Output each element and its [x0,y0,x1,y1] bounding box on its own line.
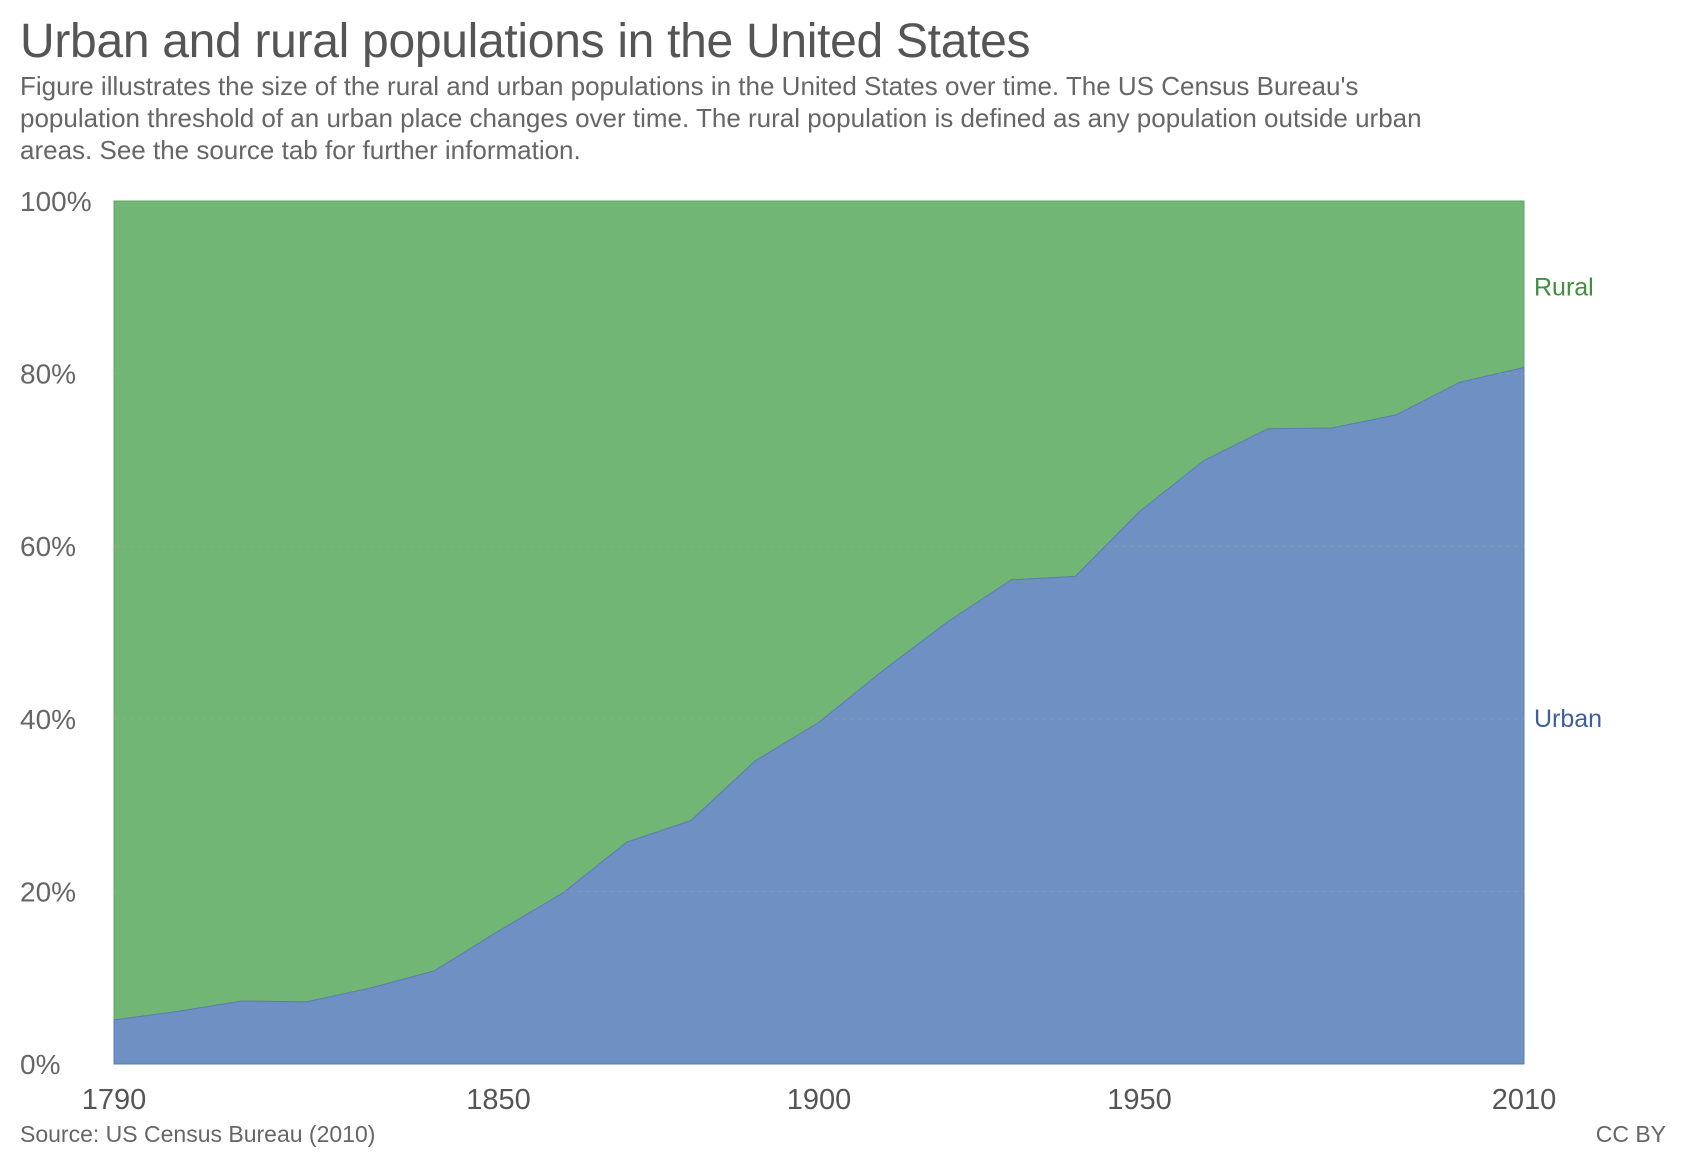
y-tick-label: 40% [20,704,76,735]
series-labels: Urban Rural [1534,273,1602,733]
license-badge: CC BY [1595,1121,1666,1147]
urban-area [113,366,1525,1065]
plot-areas [113,200,1525,1065]
y-tick-label: 80% [20,359,76,390]
x-tick-label: 2010 [1492,1084,1557,1116]
area-chart: 0%20%40%60%80%100% 1790 1850 1900 1950 2010 … [20,186,1602,1116]
chart-title: Urban and rural populations in the Unite… [20,15,1031,68]
series-label-rural: Rural [1534,273,1594,301]
y-tick-label: 60% [20,531,76,562]
chart-subtitle: Figure illustrates the size of the rural… [20,71,1422,165]
y-tick-label: 20% [20,876,76,907]
series-label-urban: Urban [1534,705,1602,733]
x-tick-label: 1790 [82,1084,147,1116]
y-axis-ticks: 0% 20% 40% 60% 80% 100% [20,186,92,1080]
x-tick-label: 1950 [1107,1084,1172,1116]
y-tick-label: 0% [20,1049,60,1080]
source-note: Source: US Census Bureau (2010) [20,1121,376,1147]
x-tick-label: 1850 [466,1084,531,1116]
x-axis-ticks: 1790 1850 1900 1950 2010 [82,1084,1557,1116]
x-tick-label: 1900 [787,1084,852,1116]
gridlines [114,373,1524,892]
y-tick-label: 100% [20,186,92,217]
